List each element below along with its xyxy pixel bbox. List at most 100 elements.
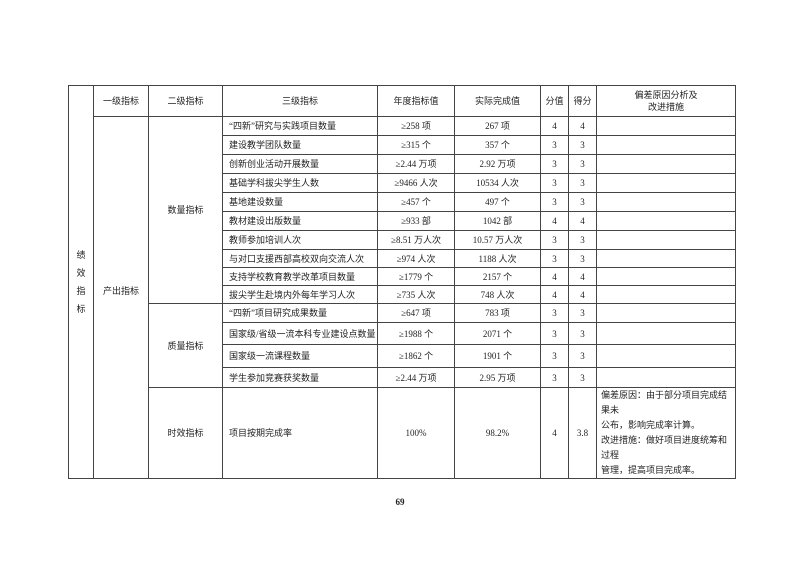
- indicator-name: 建设教学团队数量: [222, 135, 378, 155]
- weight-value: 4: [540, 387, 569, 479]
- indicator-name: 支持学校教育教学改革项目数量: [222, 267, 378, 286]
- actual-value: 10534 人次: [454, 173, 541, 193]
- header-level3: 三级指标: [222, 85, 378, 117]
- weight-value: 4: [540, 211, 569, 231]
- score-value: 3: [568, 192, 597, 212]
- target-value: ≥258 项: [377, 116, 455, 136]
- score-value: 3: [568, 135, 597, 155]
- level1-cell: 产出指标: [93, 116, 149, 479]
- score-value: 3: [568, 173, 597, 193]
- indicator-name: 基地建设数量: [222, 192, 378, 212]
- header-note-line: 偏差原因分析及: [634, 90, 698, 100]
- target-value: ≥8.51 万人次: [377, 230, 455, 250]
- header-note: 偏差原因分析及 改进措施: [596, 85, 736, 117]
- actual-value: 98.2%: [454, 387, 541, 479]
- score-value: 3: [568, 154, 597, 174]
- score-value: 4: [568, 267, 597, 286]
- page-number: 69: [395, 497, 405, 507]
- indicator-name: 项目按期完成率: [222, 387, 378, 479]
- actual-value: 497 个: [454, 192, 541, 212]
- target-value: ≥647 项: [377, 303, 455, 323]
- deviation-note-line: 公布，影响完成率计算。: [601, 420, 701, 430]
- score-value: 3: [568, 303, 597, 323]
- indicator-name: 与对口支援西部高校双向交流人次: [222, 249, 378, 268]
- weight-value: 3: [540, 135, 569, 155]
- target-value: ≥735 人次: [377, 285, 455, 304]
- deviation-note: [596, 344, 736, 368]
- target-value: ≥2.44 万项: [377, 154, 455, 174]
- target-value: ≥2.44 万项: [377, 367, 455, 388]
- level2-cell: 时效指标: [148, 387, 223, 479]
- indicator-name: “四新”项目研究成果数量: [222, 303, 378, 323]
- actual-value: 2.95 万项: [454, 367, 541, 388]
- indicator-name: 教材建设出版数量: [222, 211, 378, 231]
- deviation-note: [596, 303, 736, 323]
- weight-value: 3: [540, 173, 569, 193]
- actual-value: 748 人次: [454, 285, 541, 304]
- header-level1: 一级指标: [93, 85, 149, 117]
- deviation-note: [596, 173, 736, 193]
- actual-value: 2071 个: [454, 322, 541, 345]
- actual-value: 1901 个: [454, 344, 541, 368]
- weight-value: 3: [540, 344, 569, 368]
- indicator-name: “四新”研究与实践项目数量: [222, 116, 378, 136]
- header-note-line: 改进措施: [647, 102, 684, 112]
- target-value: ≥1988 个: [377, 322, 455, 345]
- table-row: 创新创业活动开展数量 ≥2.44 万项 2.92 万项 3 3: [69, 154, 736, 174]
- target-value: ≥1862 个: [377, 344, 455, 368]
- weight-value: 3: [540, 192, 569, 212]
- deviation-note: [596, 285, 736, 304]
- weight-value: 3: [540, 249, 569, 268]
- target-value: ≥1779 个: [377, 267, 455, 286]
- weight-value: 4: [540, 267, 569, 286]
- deviation-note: [596, 154, 736, 174]
- deviation-note: [596, 367, 736, 388]
- score-value: 4: [568, 285, 597, 304]
- weight-value: 4: [540, 285, 569, 304]
- table-row: 时效指标 项目按期完成率 100% 98.2% 4 3.8 偏差原因：由于部分项目完成结果未…: [69, 387, 736, 479]
- target-value: 100%: [377, 387, 455, 479]
- score-value: 3.8: [568, 387, 597, 479]
- actual-value: 2157 个: [454, 267, 541, 286]
- target-value: ≥974 人次: [377, 249, 455, 268]
- indicator-name: 国家级/省级一流本科专业建设点数量: [222, 322, 378, 345]
- score-value: 3: [568, 249, 597, 268]
- actual-value: 2.92 万项: [454, 154, 541, 174]
- deviation-note-line: 管理，提高项目完成率。: [601, 465, 701, 475]
- level2-cell: 质量指标: [148, 303, 223, 388]
- actual-value: 783 项: [454, 303, 541, 323]
- deviation-note-line: 改进措施：做好项目进度统筹和过程: [601, 435, 728, 460]
- actual-value: 10.57 万人次: [454, 230, 541, 250]
- score-value: 4: [568, 116, 597, 136]
- deviation-note: [596, 116, 736, 136]
- deviation-note: 偏差原因：由于部分项目完成结果未 公布，影响完成率计算。 改进措施：做好项目进度统筹…: [596, 387, 736, 479]
- table-row: 与对口支援西部高校双向交流人次 ≥974 人次 1188 人次 3 3: [69, 249, 736, 268]
- header-row: 绩效指标 一级指标 二级指标 三级指标 年度指标值 实际完成值 分值 得分 偏差…: [68, 85, 736, 479]
- deviation-note: [596, 267, 736, 286]
- actual-value: 357 个: [454, 135, 541, 155]
- weight-value: 3: [540, 230, 569, 250]
- header-score: 得分: [568, 85, 597, 117]
- weight-value: 4: [540, 116, 569, 136]
- score-value: 3: [568, 344, 597, 368]
- deviation-note: [596, 211, 736, 231]
- target-value: ≥315 个: [377, 135, 455, 155]
- indicator-name: 拔尖学生赴境内外每年学习人次: [222, 285, 378, 304]
- actual-value: 1042 部: [454, 211, 541, 231]
- weight-value: 3: [540, 367, 569, 388]
- performance-indicator-table: 绩效指标 一级指标 二级指标 三级指标 年度指标值 实际完成值 分值 得分 偏差…: [68, 85, 736, 479]
- weight-value: 3: [540, 322, 569, 345]
- indicator-name: 国家级一流课程数量: [222, 344, 378, 368]
- header-target: 年度指标值: [377, 85, 455, 117]
- deviation-note: [596, 322, 736, 345]
- category-label: 绩效指标: [76, 250, 86, 314]
- target-value: ≥9466 人次: [377, 173, 455, 193]
- weight-value: 3: [540, 303, 569, 323]
- indicator-name: 基础学科拔尖学生人数: [222, 173, 378, 193]
- weight-value: 3: [540, 154, 569, 174]
- deviation-note: [596, 230, 736, 250]
